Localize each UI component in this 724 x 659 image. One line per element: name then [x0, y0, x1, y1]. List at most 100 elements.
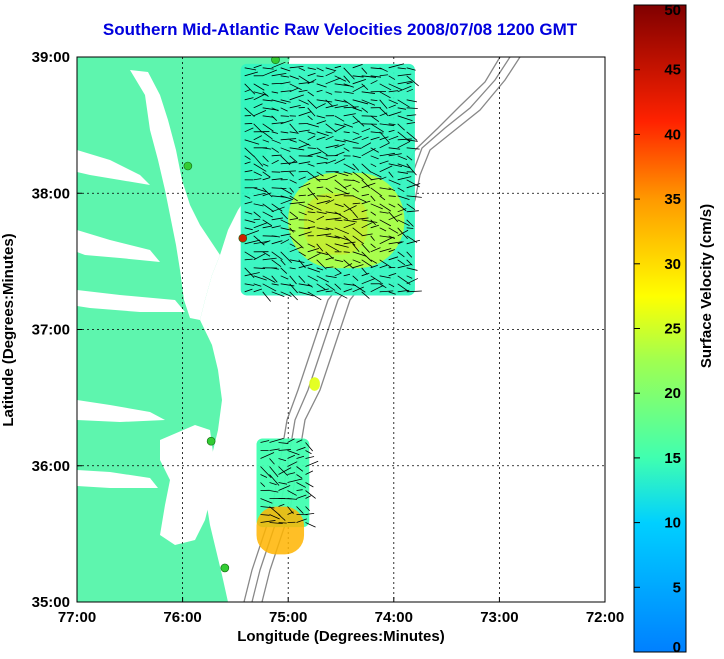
velocity-vector	[271, 107, 279, 112]
velocity-vector	[352, 235, 364, 245]
velocity-vector	[253, 218, 261, 221]
velocity-vector	[262, 83, 269, 86]
velocity-vector	[397, 219, 410, 226]
velocity-vector	[334, 203, 344, 208]
x-tick-label: 76:00	[163, 609, 201, 626]
velocity-vector	[334, 123, 346, 127]
velocity-vector	[260, 520, 276, 523]
velocity-vector	[325, 256, 334, 261]
velocity-vector	[316, 215, 325, 221]
velocity-vector	[262, 91, 269, 97]
velocity-vector	[298, 251, 306, 257]
velocity-vector	[334, 227, 350, 235]
colorbar-tick-label: 45	[664, 62, 681, 79]
colorbar-ticks: 0 5 10 15 20 25 30 35 40 45 50	[634, 2, 681, 656]
velocity-vector	[298, 161, 311, 165]
velocity-vector	[379, 211, 389, 214]
velocity-vector	[298, 89, 308, 93]
velocity-vector	[352, 243, 360, 253]
velocity-vector	[296, 474, 303, 479]
velocity-vector	[260, 474, 268, 478]
velocity-vector	[289, 87, 299, 93]
x-tick-label: 75:00	[269, 609, 307, 626]
velocity-vector	[379, 165, 393, 173]
colorbar-tick-label: 10	[664, 515, 681, 532]
velocity-vector	[280, 90, 292, 93]
velocity-vector	[262, 131, 273, 140]
velocity-vector	[379, 107, 389, 117]
velocity-vector	[334, 83, 350, 87]
velocity-vector	[271, 131, 279, 134]
velocity-vector	[334, 235, 350, 241]
velocity-vector	[361, 182, 376, 189]
velocity-vector	[370, 123, 384, 133]
velocity-vector	[388, 227, 399, 234]
velocity-vector	[397, 123, 405, 131]
velocity-vector	[379, 187, 391, 191]
radar-station-marker	[183, 161, 193, 171]
velocity-vector	[352, 264, 364, 269]
velocity-vector	[397, 187, 405, 192]
velocity-vector	[280, 115, 289, 117]
velocity-vector	[253, 275, 267, 281]
velocity-vector	[352, 64, 363, 69]
velocity-vector	[305, 512, 315, 515]
velocity-vector	[397, 67, 406, 70]
velocity-vector	[298, 129, 310, 133]
velocity-vector	[325, 144, 339, 149]
velocity-vector	[406, 88, 414, 93]
velocity-vector	[244, 139, 260, 145]
velocity-vector	[388, 211, 399, 223]
velocity-vector	[388, 235, 395, 239]
velocity-vector	[370, 243, 376, 249]
velocity-vector	[406, 114, 417, 117]
velocity-vector	[361, 219, 378, 223]
velocity-vector	[334, 272, 342, 277]
velocity-vector	[370, 224, 379, 229]
radar-station-marker	[238, 233, 248, 243]
velocity-vector	[280, 275, 289, 280]
velocity-vector	[361, 147, 376, 157]
velocity-vector	[388, 104, 396, 109]
velocity-vector	[334, 158, 346, 165]
velocity-vector	[379, 290, 394, 293]
velocity-vector	[298, 211, 307, 216]
velocity-vector	[325, 217, 342, 221]
velocity-vector	[352, 155, 361, 159]
velocity-vector	[352, 195, 367, 203]
velocity-vector	[289, 123, 298, 134]
velocity-vector	[244, 147, 255, 157]
velocity-vector	[278, 514, 286, 521]
velocity-vector	[316, 251, 328, 256]
velocity-vector	[379, 131, 390, 144]
velocity-vector	[298, 275, 306, 283]
velocity-vector	[269, 522, 283, 524]
velocity-vector	[325, 243, 340, 252]
velocity-vector	[298, 111, 312, 117]
velocity-vector	[343, 113, 356, 117]
velocity-vector	[289, 217, 299, 221]
velocity-vector	[262, 275, 276, 283]
velocity-vector	[397, 251, 405, 258]
velocity-vector	[307, 163, 315, 167]
velocity-vector	[334, 243, 349, 248]
x-axis-ticks: 77:00 76:00 75:00 74:00 73:00 72:00	[58, 597, 624, 626]
velocity-vector	[352, 99, 369, 105]
velocity-vector	[271, 187, 287, 190]
velocity-vector	[361, 75, 377, 78]
velocity-vector	[271, 203, 283, 212]
velocity-vector	[388, 135, 399, 141]
velocity-vector	[370, 67, 383, 70]
velocity-vector	[343, 235, 356, 246]
velocity-vector	[406, 227, 414, 229]
velocity-vector	[379, 112, 388, 117]
velocity-vector	[280, 259, 286, 266]
velocity-vector	[253, 203, 264, 207]
velocity-vector	[289, 275, 297, 285]
velocity-vector	[307, 275, 319, 282]
velocity-vector	[298, 75, 310, 83]
velocity-vector	[379, 142, 390, 149]
velocity-vector	[278, 522, 287, 524]
velocity-vector	[287, 490, 297, 496]
velocity-vector	[334, 126, 345, 133]
